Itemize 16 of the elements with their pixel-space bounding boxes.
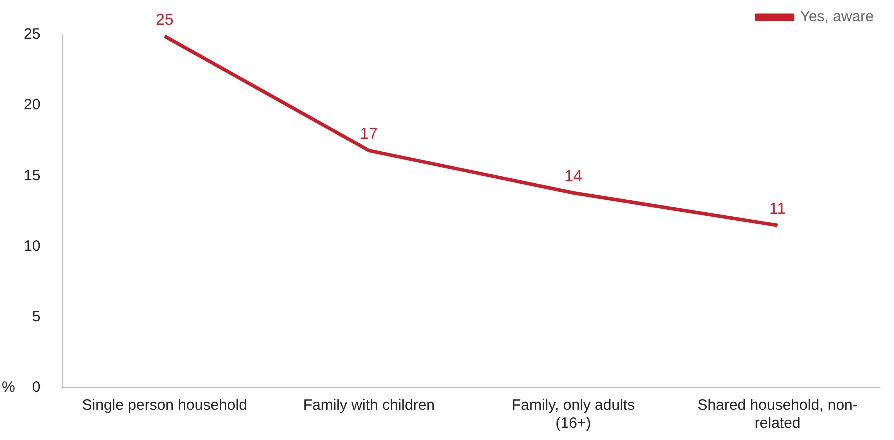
y-tick-label: 10: [24, 238, 41, 255]
data-label: 14: [564, 168, 583, 186]
x-tick-label: Family, only adults (16+): [512, 397, 636, 432]
y-tick-label: 5: [32, 308, 41, 326]
data-label: 17: [360, 126, 378, 144]
x-tick-label: Single person household: [82, 397, 248, 414]
legend-label: Yes, aware: [800, 8, 874, 26]
data-label: 25: [156, 12, 174, 29]
y-axis-title: %: [2, 379, 16, 396]
data-label: 11: [770, 201, 786, 218]
x-tick-label: Family with children: [303, 397, 436, 414]
y-tick-label: 25: [24, 26, 41, 44]
y-tick-label: 0: [32, 379, 41, 396]
x-tick-label: Shared household, non-related: [698, 397, 858, 432]
y-tick-label: 20: [24, 96, 41, 114]
y-tick-label: 15: [24, 167, 41, 184]
